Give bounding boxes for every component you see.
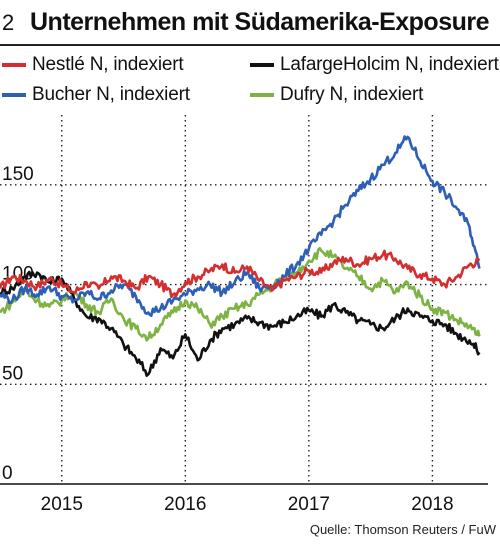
legend-swatch-bucher xyxy=(2,93,26,97)
series-line-0 xyxy=(0,249,481,299)
legend-item-bucher: Bucher N, indexiert xyxy=(2,84,190,106)
grid-lines xyxy=(0,115,488,484)
x-tick-label: 2018 xyxy=(411,494,453,515)
x-tick-labels: 2015 2016 2017 2018 xyxy=(41,494,454,515)
title-divider xyxy=(0,44,500,46)
y-tick-label: 150 xyxy=(2,164,34,185)
legend-item-lafargeholcim: LafargeHolcim N, indexiert xyxy=(250,54,499,76)
x-tick-label: 2015 xyxy=(41,494,83,515)
series-line-2 xyxy=(0,135,481,317)
legend-label-bucher: Bucher N, indexiert xyxy=(32,84,190,105)
series-lines xyxy=(0,135,481,377)
legend-swatch-dufry xyxy=(250,93,274,97)
legend: Nestlé N, indexiert LafargeHolcim N, ind… xyxy=(0,52,500,112)
legend-item-dufry: Dufry N, indexiert xyxy=(250,84,423,106)
legend-swatch-nestle xyxy=(2,63,26,67)
x-tick-label: 2016 xyxy=(164,494,206,515)
y-tick-label: 0 xyxy=(2,463,13,484)
legend-item-nestle: Nestlé N, indexiert xyxy=(2,54,184,76)
title-row: 2 Unternehmen mit Südamerika-Exposure xyxy=(0,6,500,40)
legend-label-nestle: Nestlé N, indexiert xyxy=(32,54,184,75)
y-tick-label: 50 xyxy=(2,363,23,384)
legend-swatch-lafargeholcim xyxy=(250,63,274,67)
source-note: Quelle: Thomson Reuters / FuW xyxy=(309,522,496,537)
legend-label-lafargeholcim: LafargeHolcim N, indexiert xyxy=(280,54,499,75)
figure-number: 2 xyxy=(2,10,15,35)
x-tick-label: 2017 xyxy=(288,494,330,515)
chart-title: Unternehmen mit Südamerika-Exposure xyxy=(30,8,490,36)
series-line-1 xyxy=(0,270,481,377)
legend-label-dufry: Dufry N, indexiert xyxy=(280,84,424,105)
